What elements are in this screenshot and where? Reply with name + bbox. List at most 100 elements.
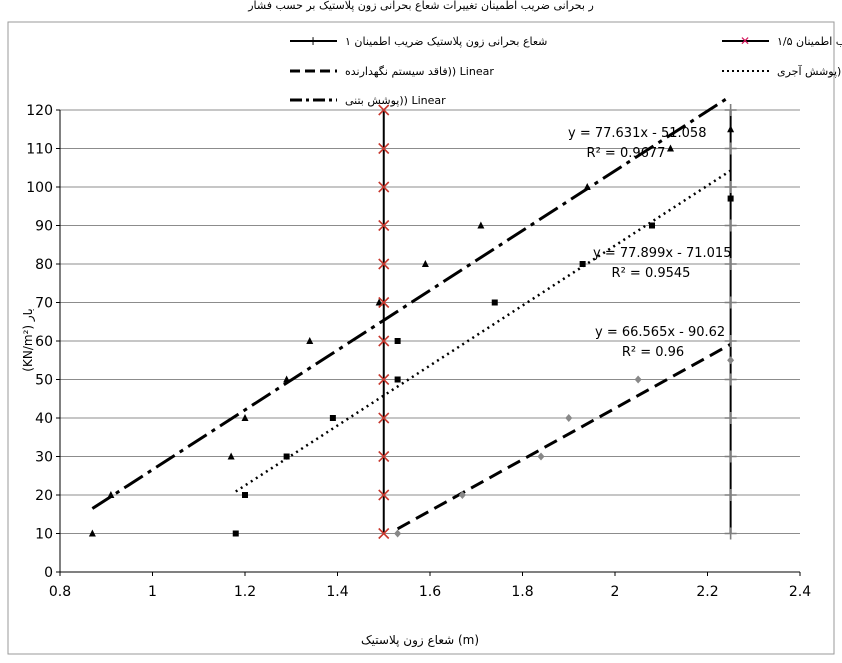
point-brick <box>579 261 586 267</box>
y-tick-label: 80 <box>35 257 53 273</box>
y-axis-title: (KN/m²) بار <box>21 308 36 371</box>
legend-label-fs15: شعاع بحرانی زون پلاستیک ضریب اطمینان ۱/۵ <box>777 35 842 48</box>
trend-equation: y = 77.631x - 51.058 <box>568 126 706 141</box>
y-tick-label: 120 <box>26 103 53 119</box>
x-tick-label: 1.8 <box>511 584 533 600</box>
trend-equation: y = 77.899x - 71.015 <box>593 246 731 261</box>
point-fs15 <box>378 450 390 463</box>
legend-label-fs1: شعاع بحرانی زون پلاستیک ضریب اطمینان ۱ <box>345 35 547 48</box>
point-fs15 <box>378 258 390 270</box>
x-tick-label: 1.4 <box>326 584 348 600</box>
point-fs1 <box>724 450 737 463</box>
trend-equation: y = 66.565x - 90.62 <box>595 325 725 340</box>
point-fs1 <box>724 412 737 424</box>
point-unsupported <box>634 375 642 384</box>
x-tick-label: 1.2 <box>234 584 256 600</box>
point-fs1 <box>724 142 737 155</box>
point-fs15 <box>378 142 390 155</box>
y-tick-label: 110 <box>26 142 53 158</box>
y-tick-label: 30 <box>35 450 53 466</box>
point-fs1 <box>724 335 737 347</box>
point-unsupported <box>727 356 735 365</box>
point-concrete <box>583 183 591 190</box>
point-brick <box>329 415 336 421</box>
point-unsupported <box>394 529 402 538</box>
y-tick-label: 0 <box>44 565 53 581</box>
x-axis-title: شعاع زون پلاستیک (m) <box>361 633 479 648</box>
legend: ✕ شعاع بحرانی زون پلاستیک ضریب اطمینان ۱… <box>290 34 842 107</box>
point-concrete <box>241 414 249 421</box>
point-fs15 <box>378 335 390 347</box>
point-unsupported <box>537 452 545 461</box>
point-fs1 <box>724 296 737 309</box>
x-tick-label: 2 <box>611 584 620 600</box>
trend-r2: R² = 0.9545 <box>612 266 691 281</box>
point-unsupported <box>565 414 573 422</box>
trendline-dash <box>396 342 732 531</box>
point-fs15 <box>378 412 390 424</box>
data-marks <box>88 104 737 540</box>
point-fs15 <box>378 104 390 116</box>
point-fs15 <box>378 489 390 501</box>
trendline-dot <box>235 169 732 493</box>
x-tick-label: 1 <box>148 584 157 600</box>
point-concrete <box>421 260 429 267</box>
point-fs15 <box>378 181 390 193</box>
trendlines <box>91 94 732 534</box>
point-brick <box>394 338 401 344</box>
legend-label-unsupported: فاقد سیستم نگهدارنده)) Linear <box>345 65 494 78</box>
point-fs1 <box>724 527 737 540</box>
point-brick <box>649 222 655 229</box>
axes: 0 10 20 30 40 50 60 70 80 90 100 110 120 0.8 1 1.2 1.4 1.… <box>26 103 811 600</box>
y-tick-label: 50 <box>35 373 53 389</box>
header-fragment: ر بحرانی ضریب اطمینان تغییرات شعاع بحران… <box>247 0 594 12</box>
point-concrete <box>283 375 291 383</box>
point-brick <box>283 453 290 460</box>
legend-plus-marker: + <box>308 34 318 48</box>
y-tick-label: 60 <box>35 334 53 350</box>
y-tick-label: 20 <box>35 488 53 504</box>
point-concrete <box>227 452 235 460</box>
chart-area-border <box>7 21 835 655</box>
point-concrete <box>375 298 383 306</box>
point-unsupported <box>458 491 466 499</box>
y-tick-label: 90 <box>35 219 53 235</box>
point-concrete <box>107 491 115 498</box>
point-concrete <box>306 337 314 344</box>
point-brick <box>727 195 734 202</box>
point-brick <box>491 299 498 306</box>
point-fs15 <box>378 373 390 386</box>
point-fs1 <box>724 489 737 501</box>
point-fs15 <box>378 527 390 540</box>
point-concrete <box>667 144 674 152</box>
point-brick <box>242 492 248 498</box>
legend-x-marker: ✕ <box>740 34 750 48</box>
point-concrete <box>727 125 735 133</box>
x-tick-label: 0.8 <box>49 584 71 600</box>
y-tick-label: 70 <box>35 296 53 312</box>
point-fs15 <box>378 296 390 309</box>
point-fs1 <box>724 219 737 232</box>
legend-label-brick: پوشش آجری)) Linear <box>777 64 842 78</box>
trendline-dashdot <box>91 94 732 510</box>
x-tick-label: 1.6 <box>419 584 441 600</box>
point-fs1 <box>724 258 737 270</box>
trend-r2: R² = 0.9677 <box>587 146 666 161</box>
y-tick-label: 10 <box>35 527 53 543</box>
grid <box>60 109 800 534</box>
trend-equations: y = 77.631x - 51.058 R² = 0.9677 y = 77.89… <box>568 126 731 360</box>
legend-label-concrete: پوشش بتنی)) Linear <box>345 94 446 107</box>
point-fs1 <box>724 373 737 386</box>
point-fs1 <box>724 181 737 193</box>
point-fs1 <box>724 104 737 116</box>
trend-r2: R² = 0.96 <box>622 345 684 360</box>
y-tick-label: 100 <box>26 180 53 196</box>
x-tick-label: 2.4 <box>789 584 811 600</box>
point-concrete <box>477 221 485 229</box>
y-tick-label: 40 <box>35 411 53 427</box>
point-fs15 <box>378 219 390 232</box>
point-brick <box>232 530 239 537</box>
x-tick-label: 2.2 <box>696 584 718 600</box>
